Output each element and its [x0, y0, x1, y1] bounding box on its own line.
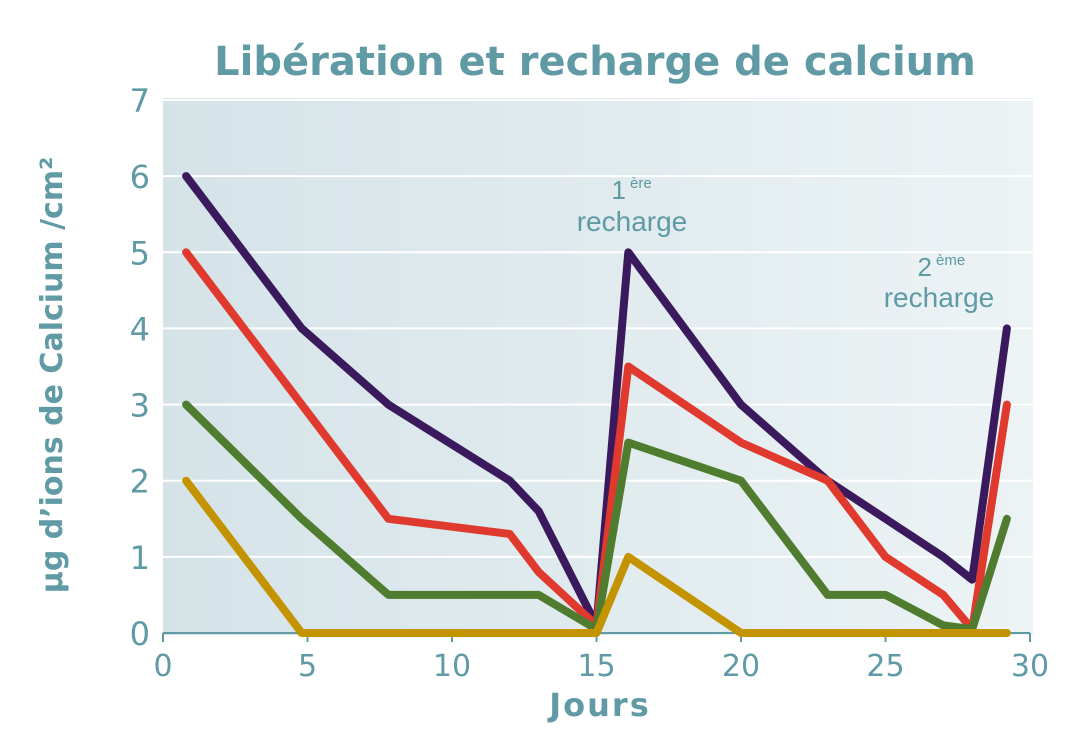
y-tick-label-3: 3 [130, 387, 150, 425]
y-tick-label-1: 1 [130, 539, 150, 577]
grid-lines [163, 99, 1045, 558]
data-series [182, 172, 1011, 637]
series-line-gold [182, 476, 1011, 637]
x-tick-label-30: 30 [1011, 649, 1049, 684]
annotation-first-superscript: ère [630, 175, 652, 192]
annotation-first-word: recharge [577, 206, 688, 237]
x-tick-label-20: 20 [722, 649, 760, 684]
x-tick-label-10: 10 [433, 649, 471, 684]
y-tick-label-2: 2 [130, 463, 150, 501]
y-tick-label-0: 0 [130, 615, 150, 653]
y-tick-label-5: 5 [130, 234, 150, 272]
y-tick-labels: 0 1 2 3 4 5 6 7 [130, 82, 150, 653]
series-line-green [182, 400, 1011, 634]
annotation-first-number: 1 [612, 175, 626, 205]
x-tick-label-15: 15 [577, 649, 615, 684]
annotation-first-recharge: 1 ère recharge [577, 175, 688, 237]
x-tick-label-25: 25 [866, 649, 904, 684]
y-axis-label: µg d’ions de Calcium /cm² [35, 157, 70, 594]
y-tick-label-7: 7 [130, 82, 150, 120]
y-tick-label-4: 4 [130, 310, 150, 348]
series-line-red [182, 248, 1011, 634]
x-tick-labels: 0 5 10 15 20 25 30 [153, 649, 1049, 684]
x-tick-label-0: 0 [153, 649, 172, 684]
x-axis-label: Jours [547, 686, 651, 724]
annotation-second-word: recharge [884, 282, 995, 313]
plot-area [163, 98, 1033, 635]
annotation-second-number: 2 [918, 252, 932, 282]
y-tick-label-6: 6 [130, 158, 150, 196]
annotation-second-recharge: 2 ème recharge [884, 252, 995, 313]
series-line-purple [182, 172, 1011, 630]
annotation-second-superscript: ème [936, 252, 965, 269]
chart-title: Libération et recharge de calcium [214, 39, 976, 85]
x-tick-label-5: 5 [298, 649, 317, 684]
